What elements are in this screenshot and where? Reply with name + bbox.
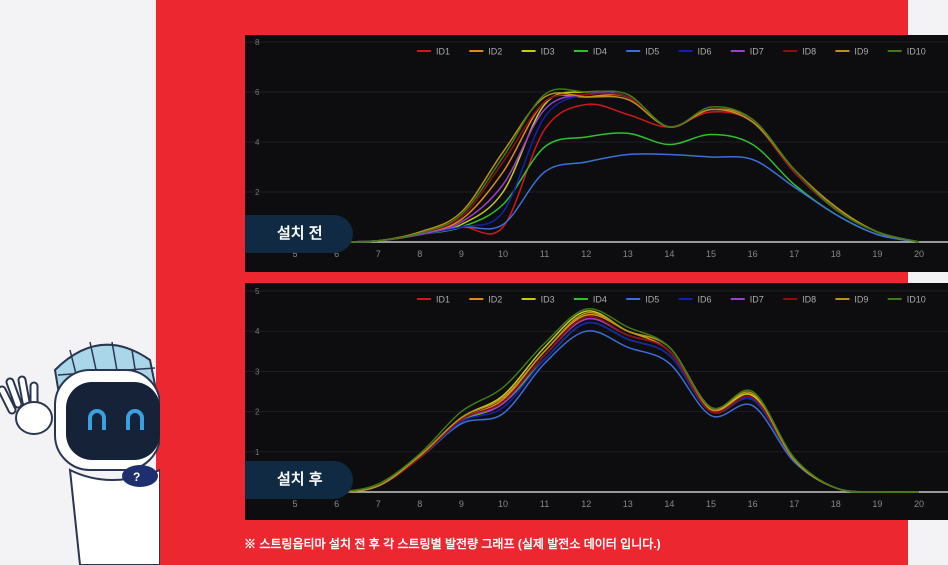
legend-label[interactable]: ID4	[593, 47, 607, 57]
series-line-id6	[294, 321, 920, 494]
chart-title-badge: 설치 전	[245, 215, 353, 253]
y-tick-label: 1	[255, 448, 260, 457]
legend-label[interactable]: ID4	[593, 295, 607, 305]
series-line-id2	[294, 313, 920, 494]
y-tick-label: 2	[255, 188, 260, 197]
legend-label[interactable]: ID1	[436, 47, 450, 57]
y-tick-label: 3	[255, 367, 260, 376]
x-tick-label: 6	[334, 499, 339, 509]
x-tick-label: 17	[789, 499, 799, 509]
series-line-id9	[294, 92, 920, 243]
y-tick-label: 6	[255, 88, 260, 97]
series-line-id4	[294, 321, 920, 494]
robot-mascot-illustration: ?	[0, 341, 160, 565]
x-tick-label: 13	[623, 499, 633, 509]
svg-text:?: ?	[133, 470, 140, 484]
legend-label[interactable]: ID1	[436, 295, 450, 305]
series-line-id1	[294, 317, 920, 494]
x-tick-label: 9	[459, 499, 464, 509]
series-line-id7	[294, 317, 920, 494]
x-tick-label: 18	[831, 499, 841, 509]
chart-before-install: 02468567891011121314151617181920ID1ID2ID…	[245, 35, 948, 272]
series-line-id3	[294, 310, 920, 494]
x-tick-label: 20	[914, 249, 924, 259]
x-tick-label: 11	[540, 499, 549, 509]
x-tick-label: 19	[872, 249, 882, 259]
legend-label[interactable]: ID6	[698, 295, 712, 305]
x-tick-label: 8	[417, 249, 422, 259]
chart-after-install: 012345567891011121314151617181920ID1ID2I…	[245, 283, 948, 520]
x-tick-label: 10	[498, 249, 508, 259]
y-tick-label: 4	[255, 138, 260, 147]
legend-label[interactable]: ID7	[750, 295, 764, 305]
x-tick-label: 6	[334, 249, 339, 259]
caption: ※ 스트링옵티마 설치 전 후 각 스트링별 발전량 그래프 (실제 발전소 데…	[244, 537, 661, 551]
legend-label[interactable]: ID7	[750, 47, 764, 57]
legend-label[interactable]: ID3	[541, 47, 555, 57]
x-tick-label: 16	[748, 249, 758, 259]
x-tick-label: 12	[581, 499, 591, 509]
x-tick-label: 5	[292, 249, 297, 259]
series-line-id10	[294, 308, 920, 494]
x-tick-label: 8	[417, 499, 422, 509]
x-tick-label: 15	[706, 249, 716, 259]
legend-label[interactable]: ID10	[907, 47, 926, 57]
series-line-id8	[294, 315, 920, 494]
series-line-id9	[294, 311, 920, 494]
chart-before-svg: 02468567891011121314151617181920ID1ID2ID…	[245, 38, 948, 259]
y-tick-label: 8	[255, 38, 260, 47]
x-tick-label: 14	[664, 249, 674, 259]
x-tick-label: 20	[914, 499, 924, 509]
series-line-id2	[294, 93, 920, 243]
x-tick-label: 11	[540, 249, 549, 259]
series-line-id4	[294, 132, 920, 243]
legend-label[interactable]: ID5	[645, 47, 659, 57]
x-tick-label: 19	[872, 499, 882, 509]
x-tick-label: 18	[831, 249, 841, 259]
legend-label[interactable]: ID3	[541, 295, 555, 305]
legend-label[interactable]: ID6	[698, 47, 712, 57]
series-line-id10	[294, 88, 920, 243]
series-line-id7	[294, 92, 920, 243]
series-line-id8	[294, 92, 920, 243]
x-tick-label: 15	[706, 499, 716, 509]
legend-label[interactable]: ID8	[802, 47, 816, 57]
x-tick-label: 7	[376, 499, 381, 509]
chart-after-svg: 012345567891011121314151617181920ID1ID2I…	[245, 287, 948, 509]
legend-label[interactable]: ID2	[488, 295, 502, 305]
legend-label[interactable]: ID2	[488, 47, 502, 57]
legend-label[interactable]: ID10	[907, 295, 926, 305]
x-tick-label: 9	[459, 249, 464, 259]
x-tick-label: 13	[623, 249, 633, 259]
x-tick-label: 7	[376, 249, 381, 259]
legend-label[interactable]: ID9	[854, 47, 868, 57]
x-tick-label: 14	[664, 499, 674, 509]
chart-title-badge: 설치 후	[245, 461, 353, 499]
x-tick-label: 10	[498, 499, 508, 509]
y-tick-label: 2	[255, 408, 260, 417]
series-line-id1	[294, 103, 920, 243]
y-tick-label: 4	[255, 327, 260, 336]
legend-label[interactable]: ID9	[854, 295, 868, 305]
series-line-id6	[294, 91, 920, 243]
x-tick-label: 12	[581, 249, 591, 259]
series-line-id3	[294, 90, 920, 243]
x-tick-label: 16	[748, 499, 758, 509]
legend-label[interactable]: ID5	[645, 295, 659, 305]
x-tick-label: 5	[292, 499, 297, 509]
legend-label[interactable]: ID8	[802, 295, 816, 305]
y-tick-label: 5	[255, 287, 260, 296]
x-tick-label: 17	[789, 249, 799, 259]
